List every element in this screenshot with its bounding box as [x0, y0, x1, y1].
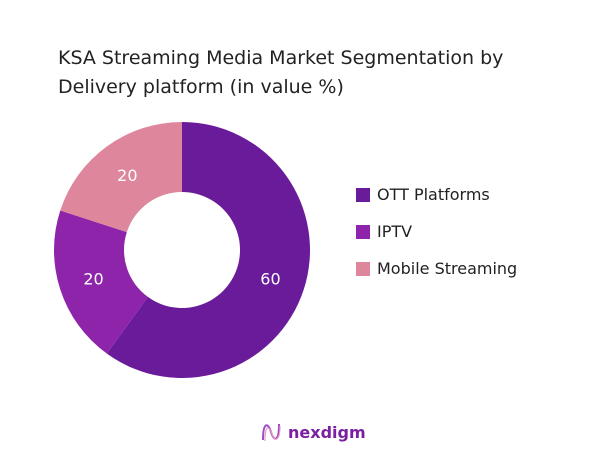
nexdigm-logo-icon [262, 423, 281, 442]
data-label: 20 [83, 270, 103, 289]
legend-item: Mobile Streaming [356, 259, 517, 278]
legend-swatch [356, 187, 370, 202]
legend-label: OTT Platforms [377, 185, 490, 204]
brand-name: nexdigm [288, 422, 366, 442]
legend-item: IPTV [356, 222, 412, 241]
data-label: 20 [117, 166, 137, 185]
legend-swatch [356, 224, 370, 239]
chart-title: KSA Streaming Media Market Segmentation … [58, 47, 504, 98]
legend-item: OTT Platforms [356, 185, 490, 204]
slice-ott-platforms [106, 122, 311, 379]
legend-swatch [356, 261, 370, 276]
slice-iptv [54, 210, 148, 354]
logo: nexdigm [260, 420, 366, 444]
legend-label: IPTV [377, 222, 413, 241]
slice-mobile-streaming [60, 122, 182, 233]
legend-label: Mobile Streaming [377, 259, 518, 278]
data-label: 60 [260, 270, 280, 289]
